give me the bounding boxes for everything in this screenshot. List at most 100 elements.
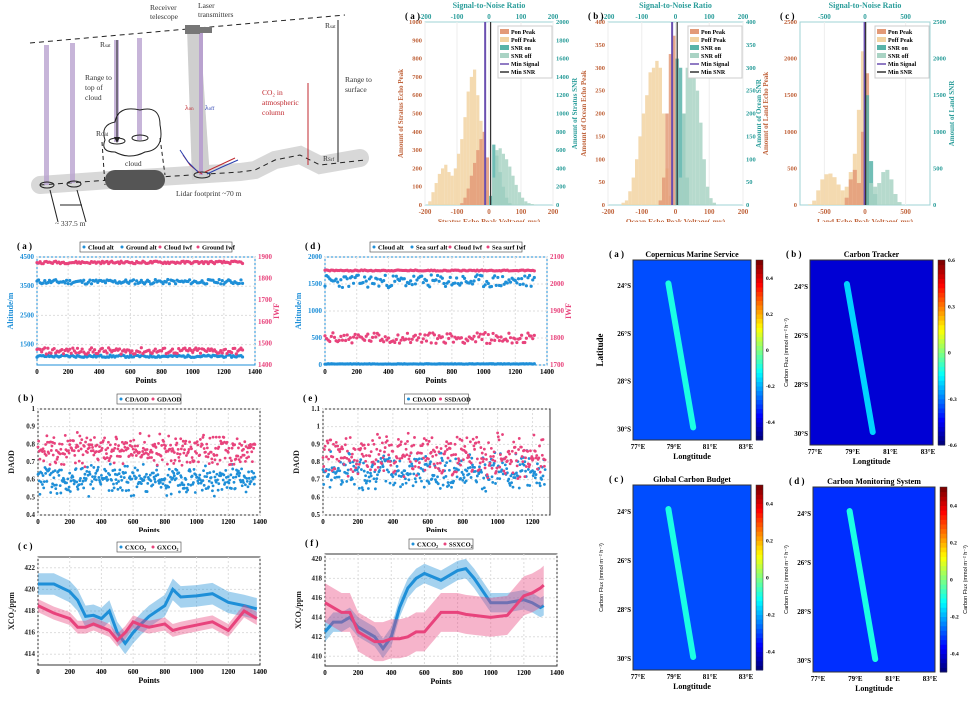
x-tick-label: 600 bbox=[125, 368, 136, 376]
y-right-tick-label: 1800 bbox=[258, 275, 273, 283]
y-axis-label: Amount of Stratus Echo Peak bbox=[397, 69, 405, 158]
scatter-point bbox=[157, 442, 160, 445]
scatter-point bbox=[389, 464, 392, 467]
y-tick-label: 2000 bbox=[308, 253, 323, 261]
scatter-point bbox=[168, 468, 171, 471]
legend-label: SNR on bbox=[511, 46, 532, 52]
y-right-tick-label: 1400 bbox=[556, 74, 569, 81]
x-tick-label: 77°E bbox=[808, 448, 823, 456]
histogram-bar bbox=[515, 185, 518, 205]
scatter-point bbox=[339, 278, 342, 281]
scatter-point bbox=[484, 331, 487, 334]
histogram-bar bbox=[885, 170, 889, 205]
scatter-point bbox=[496, 467, 499, 470]
scatter-point bbox=[498, 466, 501, 469]
scatter-point bbox=[358, 463, 361, 466]
scatter-point bbox=[350, 275, 353, 278]
scatter-point bbox=[393, 280, 396, 283]
scatter-point bbox=[323, 334, 326, 337]
y-tick-label: 30°S bbox=[794, 430, 808, 438]
histogram-bar bbox=[495, 150, 498, 205]
colorbar-segment bbox=[938, 403, 945, 408]
scatter-point bbox=[216, 479, 219, 482]
y-tick-label: 416 bbox=[25, 629, 36, 637]
scatter-point bbox=[170, 459, 173, 462]
x-tick-label: 400 bbox=[96, 518, 107, 526]
cloud-shadow bbox=[105, 170, 165, 190]
scatter-point bbox=[162, 482, 165, 485]
y-tick-label: 416 bbox=[312, 594, 323, 602]
scatter-point bbox=[393, 341, 396, 344]
scatter-point bbox=[60, 348, 63, 351]
scatter-point bbox=[117, 447, 120, 450]
scatter-point bbox=[382, 279, 385, 282]
scatter-point bbox=[520, 277, 523, 280]
scatter-point bbox=[96, 468, 99, 471]
scatter-point bbox=[452, 341, 455, 344]
scatter-point bbox=[433, 463, 436, 466]
y-tick-label: 900 bbox=[412, 37, 422, 44]
colorbar-segment bbox=[938, 311, 945, 316]
scatter-point bbox=[490, 338, 493, 341]
scatter-point bbox=[478, 468, 481, 471]
y-tick-label: 700 bbox=[412, 74, 422, 81]
rcld-label: RCld bbox=[96, 129, 109, 138]
scatter-point bbox=[350, 468, 353, 471]
scatter-point bbox=[477, 278, 480, 281]
scatter-point bbox=[484, 467, 487, 470]
colorbar-segment bbox=[756, 656, 763, 661]
scatter-point bbox=[415, 474, 418, 477]
scatter-point bbox=[376, 473, 379, 476]
scatter-point bbox=[80, 448, 83, 451]
y-tick-label: 28°S bbox=[617, 606, 631, 614]
scatter-point bbox=[450, 486, 453, 489]
scatter-point bbox=[214, 458, 217, 461]
x-tick-label: -200 bbox=[419, 208, 432, 216]
y-axis-label: Amount of Land Echo Peak bbox=[762, 72, 770, 155]
scatter-point bbox=[459, 477, 462, 480]
scatter-point bbox=[249, 443, 252, 446]
scatter-point bbox=[210, 457, 213, 460]
scatter-point bbox=[384, 446, 387, 449]
laser-transmitter bbox=[195, 27, 212, 33]
scatter-point bbox=[345, 437, 348, 440]
scatter-point bbox=[323, 285, 326, 288]
scatter-point bbox=[412, 484, 415, 487]
scatter-point bbox=[532, 457, 535, 460]
scatter-point bbox=[179, 484, 182, 487]
scatter-point bbox=[42, 486, 45, 489]
range-surface-1: Range to bbox=[345, 75, 372, 84]
scatter-point bbox=[70, 352, 73, 355]
y-right-tick-label: 200 bbox=[556, 184, 566, 191]
scatter-point bbox=[151, 483, 154, 486]
x-tick-label: 77°E bbox=[631, 443, 646, 451]
scatter-point bbox=[205, 282, 208, 285]
legend-label: Sea surf Iwf bbox=[492, 245, 526, 252]
x-axis-label: Points bbox=[138, 676, 159, 685]
colorbar-segment bbox=[756, 545, 763, 550]
scatter-point bbox=[389, 460, 392, 463]
scatter-point bbox=[433, 333, 436, 336]
colorbar-segment bbox=[940, 617, 947, 622]
scatter-point bbox=[373, 477, 376, 480]
scatter-point bbox=[536, 462, 539, 465]
scatter-point bbox=[250, 480, 253, 483]
top-tick-label: 100 bbox=[704, 13, 715, 21]
scatter-point bbox=[65, 279, 68, 282]
scatter-point bbox=[110, 479, 113, 482]
x-tick-label: 1000 bbox=[186, 368, 201, 376]
scatter-point bbox=[475, 481, 478, 484]
scatter-point bbox=[435, 454, 438, 457]
scatter-point bbox=[363, 339, 366, 342]
scatter-point bbox=[155, 469, 158, 472]
colorbar-segment bbox=[938, 320, 945, 325]
colorbar-segment bbox=[940, 607, 947, 612]
scatter-point bbox=[322, 483, 325, 486]
scatter-point bbox=[71, 476, 74, 479]
scatter-point bbox=[515, 459, 518, 462]
y-tick-label: 500 bbox=[787, 165, 797, 172]
scatter-point bbox=[215, 473, 218, 476]
colorbar-segment bbox=[756, 494, 763, 499]
scatter-point bbox=[215, 454, 218, 457]
